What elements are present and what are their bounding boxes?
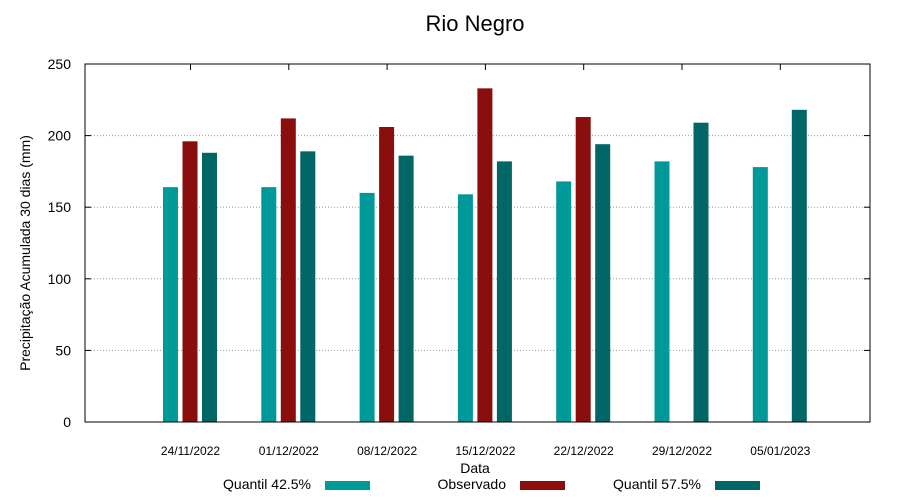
y-tick-label: 50 xyxy=(55,342,71,358)
bar-observado xyxy=(182,141,198,422)
x-axis-ticks: 24/11/2022 01/12/2022 08/12/2022 15/12/2022… xyxy=(161,64,811,458)
bars xyxy=(163,88,807,423)
bar-observado xyxy=(379,127,395,423)
x-tick-label: 08/12/2022 xyxy=(357,444,417,458)
x-tick-label: 05/01/2023 xyxy=(750,444,810,458)
legend-swatch xyxy=(325,481,370,490)
y-tick-label: 100 xyxy=(48,271,72,287)
bar-quantil-42-5 xyxy=(457,194,473,422)
y-axis-label: Precipitação Acumulada 30 dias (mm) xyxy=(17,135,33,371)
y-tick-label: 150 xyxy=(48,199,72,215)
bar-quantil-57-5 xyxy=(595,144,611,422)
legend-swatch xyxy=(715,481,760,490)
x-tick-label: 22/12/2022 xyxy=(554,444,614,458)
bar-observado xyxy=(477,88,493,423)
bar-quantil-42-5 xyxy=(359,192,375,422)
legend-label: Quantil 57.5% xyxy=(613,476,701,492)
bar-quantil-57-5 xyxy=(300,151,316,423)
bar-quantil-42-5 xyxy=(556,181,572,422)
plot-frame xyxy=(84,63,871,423)
y-tick-label: 0 xyxy=(63,414,71,430)
chart-title: Rio Negro xyxy=(425,11,524,36)
bar-quantil-57-5 xyxy=(791,109,807,422)
y-tick-label: 250 xyxy=(48,56,72,72)
bar-observado xyxy=(575,116,591,422)
x-tick-label: 15/12/2022 xyxy=(455,444,515,458)
x-tick-label: 01/12/2022 xyxy=(259,444,319,458)
y-axis-ticks: 0 50 100 150 200 250 xyxy=(48,56,870,430)
y-tick-label: 200 xyxy=(48,128,72,144)
legend-label: Quantil 42.5% xyxy=(223,476,311,492)
legend-label: Observado xyxy=(438,476,507,492)
x-tick-label: 24/11/2022 xyxy=(161,444,220,458)
bar-quantil-42-5 xyxy=(163,187,178,422)
bar-quantil-57-5 xyxy=(693,122,709,422)
bar-quantil-57-5 xyxy=(398,155,414,422)
bar-quantil-42-5 xyxy=(654,161,670,422)
bar-quantil-57-5 xyxy=(496,161,512,422)
bar-quantil-42-5 xyxy=(752,167,768,422)
bar-observado xyxy=(280,118,296,422)
x-tick-label: 29/12/2022 xyxy=(652,444,712,458)
bar-quantil-57-5 xyxy=(202,152,217,422)
legend-swatch xyxy=(520,481,565,490)
gridlines xyxy=(85,135,870,351)
bar-quantil-42-5 xyxy=(261,187,277,422)
legend: Quantil 42.5% Observado Quantil 57.5% xyxy=(223,476,760,492)
x-axis-label: Data xyxy=(460,460,490,476)
